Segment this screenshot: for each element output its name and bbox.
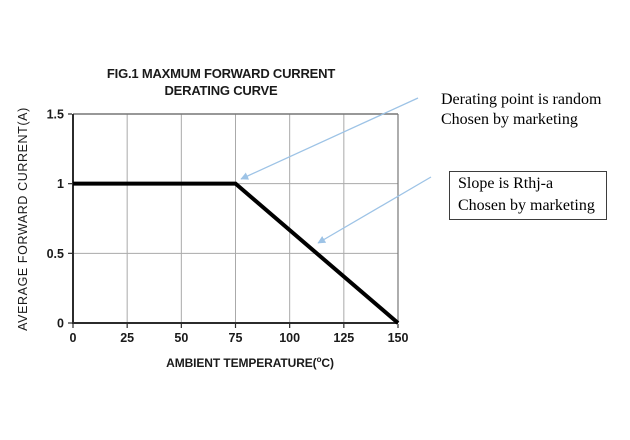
slope-annotation-line2: Chosen by marketing <box>458 197 595 214</box>
x-tick-label-25: 25 <box>120 331 134 345</box>
slope-annotation-box: Slope is Rthj-a Chosen by marketing <box>449 171 607 220</box>
x-tick-label-125: 125 <box>333 331 354 345</box>
arrow-to-derating-point <box>240 97 419 180</box>
x-axis-label-unit: C) <box>321 356 334 370</box>
chart-title-line2: DERATING CURVE <box>164 83 278 98</box>
x-axis-label: AMBIENT TEMPERATURE(oC) <box>166 355 334 370</box>
x-tick-label-75: 75 <box>229 331 243 345</box>
x-axis-label-text: AMBIENT TEMPERATURE( <box>166 356 317 370</box>
y-axis-label: AVERAGE FORWARD CURRENT(A) <box>16 107 30 331</box>
x-tick-label-50: 50 <box>174 331 188 345</box>
derating-point-annotation: Derating point is random Chosen by marke… <box>441 90 601 130</box>
average-forward-current-derating-curve <box>73 181 400 325</box>
derating-annotation-line2: Chosen by marketing <box>441 111 578 128</box>
y-tick-label-1.5: 1.5 <box>47 108 64 122</box>
x-tick-label-150: 150 <box>388 331 409 345</box>
y-tick-label-1: 1 <box>57 177 64 191</box>
slope-annotation-line1: Slope is Rthj-a <box>458 175 554 192</box>
chart-title: FIG.1 MAXMUM FORWARD CURRENT DERATING CU… <box>107 65 335 99</box>
chart-title-line1: FIG.1 MAXMUM FORWARD CURRENT <box>106 66 336 81</box>
arrow-to-slope <box>317 176 432 244</box>
y-tick-label-0.5: 0.5 <box>47 247 64 261</box>
y-tick-label-0: 0 <box>57 317 64 331</box>
x-tick-label-0: 0 <box>70 331 77 345</box>
x-tick-label-100: 100 <box>279 331 300 345</box>
degree-superscript: o <box>316 355 322 364</box>
derating-annotation-line1: Derating point is random <box>441 91 602 108</box>
